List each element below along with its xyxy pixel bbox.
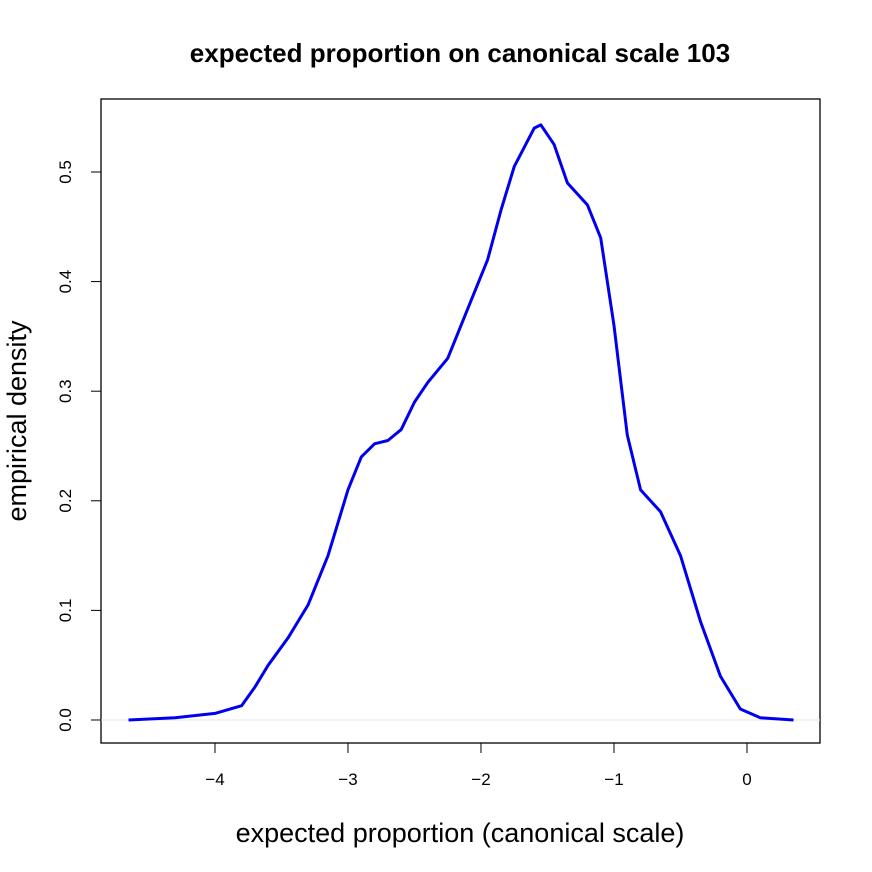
plot-box (100, 98, 821, 744)
x-tick-label: −2 (471, 770, 490, 789)
x-tick-label: −4 (205, 770, 224, 789)
chart-title: expected proportion on canonical scale 1… (190, 38, 730, 68)
y-tick-label: 0.1 (56, 599, 75, 623)
y-tick-label: 0.5 (56, 160, 75, 184)
y-tick-label: 0.4 (56, 270, 75, 294)
y-tick-label: 0.2 (56, 489, 75, 513)
y-tick-label: 0.3 (56, 379, 75, 403)
y-axis-label: empirical density (2, 320, 32, 522)
x-tick-label: −1 (604, 770, 623, 789)
x-tick-label: −3 (338, 770, 357, 789)
y-tick-label: 0.0 (56, 708, 75, 732)
x-axis-label: expected proportion (canonical scale) (236, 818, 685, 848)
density-line (128, 123, 794, 722)
x-tick-label: 0 (742, 770, 751, 789)
